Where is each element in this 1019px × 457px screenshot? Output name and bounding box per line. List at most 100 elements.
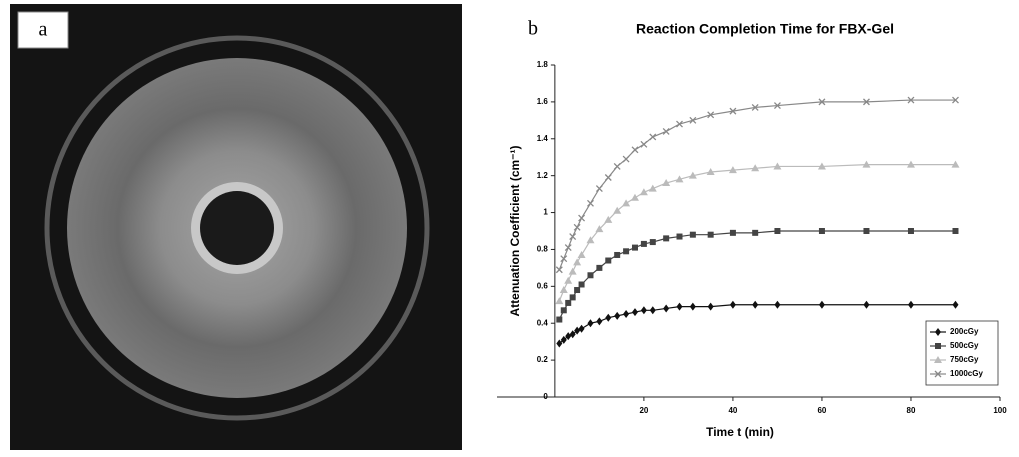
- x-tick-label: 40: [728, 406, 737, 415]
- marker: [707, 231, 714, 238]
- marker: [560, 255, 568, 263]
- marker: [573, 223, 581, 231]
- marker: [907, 228, 914, 234]
- series: [555, 96, 959, 274]
- marker: [773, 162, 782, 170]
- marker: [555, 266, 563, 274]
- x-tick-label: 20: [639, 406, 648, 415]
- marker: [862, 160, 871, 168]
- marker: [676, 120, 683, 128]
- y-tick-label: 1: [543, 208, 548, 217]
- marker: [560, 307, 567, 314]
- y-tick-label: 0.6: [537, 281, 549, 290]
- marker: [934, 356, 942, 363]
- x-tick-label: 100: [993, 406, 1007, 415]
- marker: [649, 133, 657, 141]
- marker: [640, 306, 647, 315]
- marker: [752, 229, 759, 236]
- legend-label: 1000cGy: [950, 369, 983, 378]
- y-tick-label: 1.2: [537, 171, 549, 180]
- marker: [605, 257, 612, 264]
- series: [556, 300, 959, 348]
- marker: [568, 267, 577, 275]
- series-line: [558, 99, 956, 270]
- ct-image: a: [10, 4, 462, 450]
- marker: [689, 231, 696, 238]
- y-axis-label: Attenuation Coefficient (cm⁻¹): [508, 146, 522, 317]
- marker: [729, 300, 736, 309]
- marker: [605, 313, 612, 322]
- marker: [706, 167, 715, 175]
- marker: [773, 102, 781, 110]
- x-axis-label: Time t (min): [706, 425, 774, 439]
- marker: [728, 166, 737, 174]
- marker: [613, 206, 622, 214]
- marker: [729, 107, 737, 115]
- outer-ring: [44, 35, 430, 421]
- y-tick-label: 1.6: [537, 97, 549, 106]
- marker: [639, 188, 648, 196]
- marker: [614, 311, 621, 320]
- marker: [818, 228, 825, 234]
- marker: [662, 179, 671, 187]
- marker: [631, 244, 638, 251]
- marker: [649, 306, 656, 315]
- panel-label: b: [528, 18, 538, 40]
- marker: [595, 185, 603, 193]
- marker: [574, 287, 581, 294]
- marker: [663, 304, 670, 313]
- marker: [676, 233, 683, 240]
- marker: [934, 370, 942, 378]
- marker: [559, 286, 568, 294]
- y-tick-label: 0: [543, 392, 548, 401]
- marker: [622, 155, 630, 163]
- marker: [622, 199, 631, 207]
- inner-core: [200, 191, 274, 265]
- marker: [729, 229, 736, 236]
- marker: [707, 302, 714, 311]
- marker: [689, 302, 696, 311]
- marker: [596, 264, 603, 271]
- marker: [640, 240, 647, 247]
- series-line: [558, 304, 956, 344]
- marker: [952, 300, 959, 309]
- y-tick-label: 0.2: [537, 355, 549, 364]
- marker: [907, 96, 915, 104]
- marker: [613, 162, 621, 170]
- marker: [577, 250, 586, 258]
- marker: [774, 300, 781, 309]
- marker: [751, 164, 760, 172]
- marker: [573, 258, 582, 266]
- marker: [564, 244, 572, 252]
- marker: [564, 276, 573, 284]
- marker: [587, 199, 594, 207]
- marker: [578, 214, 586, 222]
- marker: [569, 233, 577, 240]
- x-tick-label: 60: [817, 406, 826, 415]
- marker: [935, 343, 941, 349]
- marker: [556, 339, 563, 348]
- marker: [952, 96, 959, 104]
- marker: [630, 193, 639, 201]
- x-tick-label: 80: [907, 406, 916, 415]
- marker: [569, 294, 576, 301]
- marker: [596, 317, 603, 326]
- marker: [604, 174, 612, 181]
- marker: [863, 98, 870, 106]
- marker: [586, 236, 595, 244]
- series-line: [558, 230, 956, 320]
- chart-title: Reaction Completion Time for FBX-Gel: [636, 21, 894, 37]
- marker: [649, 239, 656, 246]
- marker: [951, 160, 960, 168]
- marker: [689, 116, 697, 124]
- marker: [863, 228, 870, 234]
- marker: [952, 228, 959, 234]
- marker: [675, 175, 684, 183]
- marker: [556, 316, 563, 323]
- marker: [565, 299, 572, 306]
- marker: [707, 111, 715, 119]
- marker: [818, 300, 825, 309]
- marker: [569, 330, 576, 339]
- marker: [578, 281, 585, 288]
